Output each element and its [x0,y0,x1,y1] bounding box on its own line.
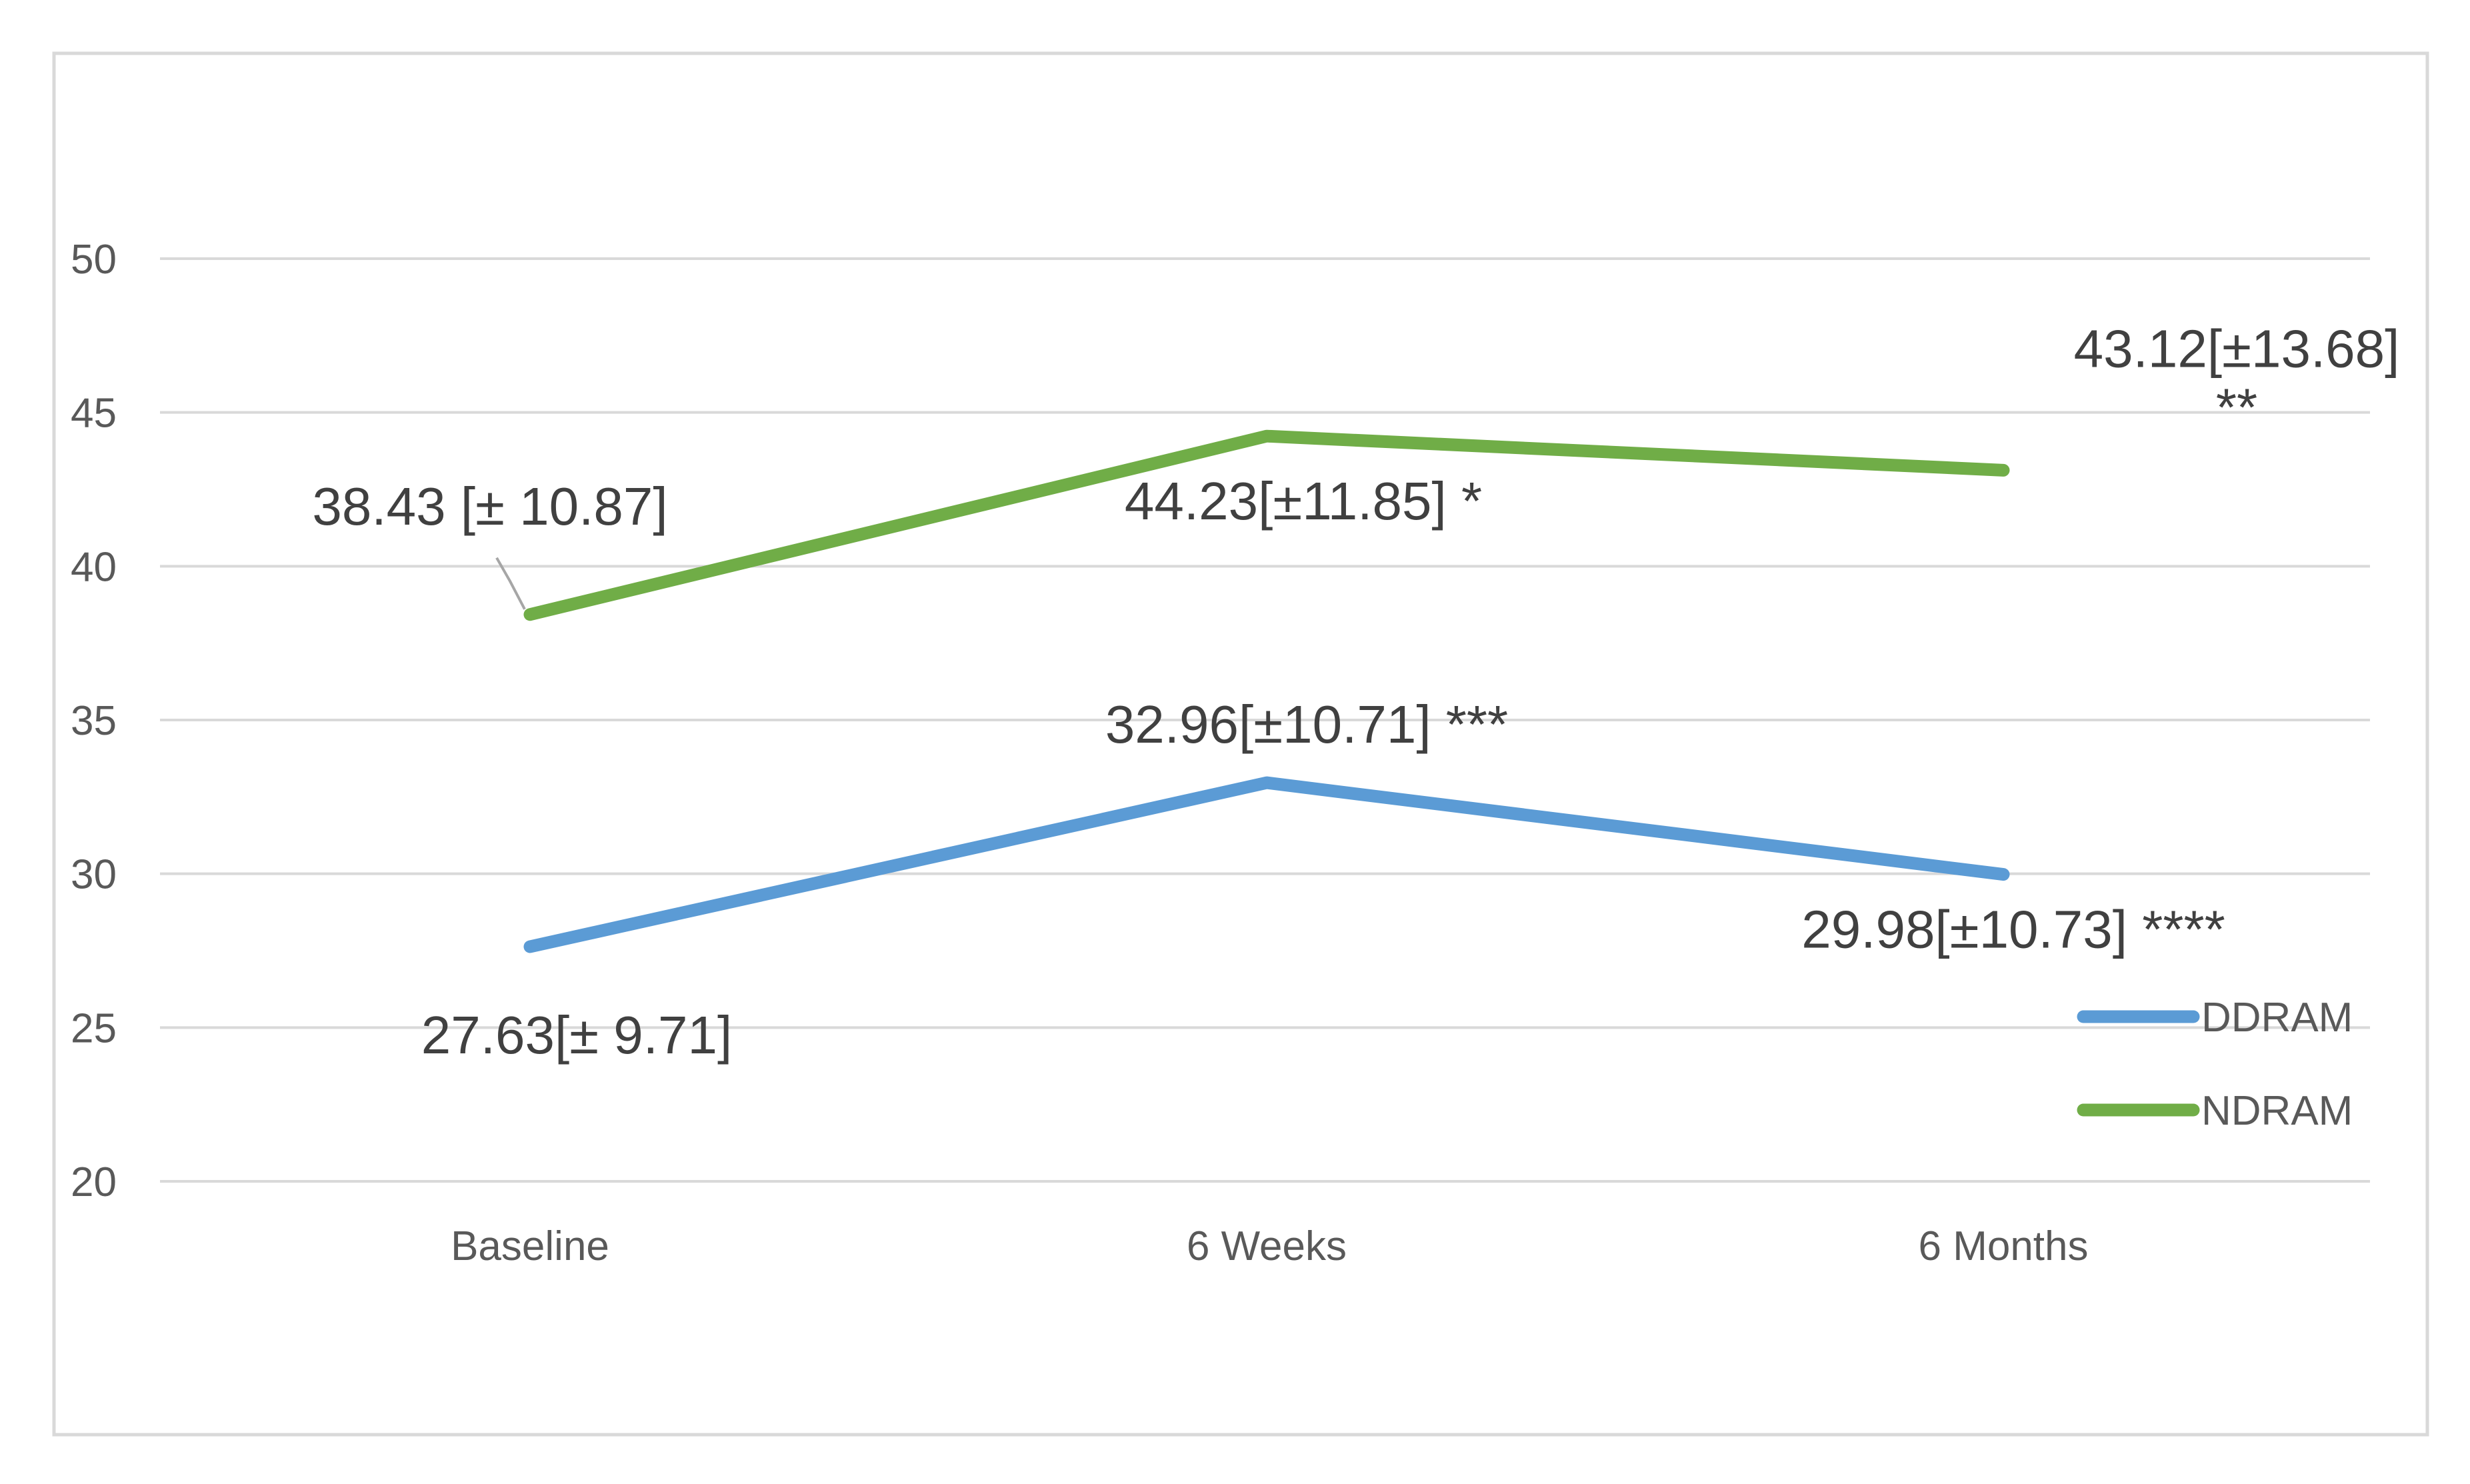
data-label-ndram: ** [2216,377,2257,437]
y-tick-label: 50 [71,237,117,283]
data-point-ddram [528,945,532,949]
data-labels: 27.63[± 9.71] 32.96[±10.71] *** 29.98[±10.… [312,319,2399,1065]
legend-label-ddram: DDRAM [2201,995,2353,1041]
data-point-ndram [2001,468,2005,473]
y-tick-label: 25 [71,1005,117,1051]
x-tick-label: Baseline [451,1223,609,1269]
series-lines [523,429,2010,953]
data-label-ddram: 32.96[±10.71] *** [1105,695,1508,754]
data-label-ndram: 43.12[±13.68] [2074,319,2400,378]
data-point-ddram [2001,872,2005,877]
x-tick-label: 6 Weeks [1187,1223,1347,1269]
gridlines [160,257,2370,1183]
data-label-ndram: 38.43 [± 10.87] [312,477,667,536]
data-label-ddram: 27.63[± 9.71] [421,1005,732,1065]
y-axis-ticks: 20 25 30 35 40 45 50 [71,237,117,1205]
x-tick-label: 6 Months [1918,1223,2088,1269]
y-tick-label: 40 [71,544,117,590]
y-tick-label: 45 [71,391,117,437]
legend: DDRAM NDRAM [2077,995,2353,1134]
x-axis-ticks: Baseline 6 Weeks 6 Months [451,1223,2088,1269]
data-point-ndram [1265,434,1269,439]
data-label-ndram: 44.23[±11.85] * [1125,471,1482,531]
y-tick-label: 20 [71,1159,117,1205]
legend-label-ndram: NDRAM [2201,1088,2353,1134]
data-label-ddram: 29.98[±10.73] **** [1801,900,2225,959]
y-tick-label: 35 [71,698,117,744]
data-point-ndram [528,612,532,617]
y-tick-label: 30 [71,852,117,898]
data-point-ddram [1265,781,1269,785]
chart-frame [52,51,2429,1437]
leader-line [495,557,526,610]
